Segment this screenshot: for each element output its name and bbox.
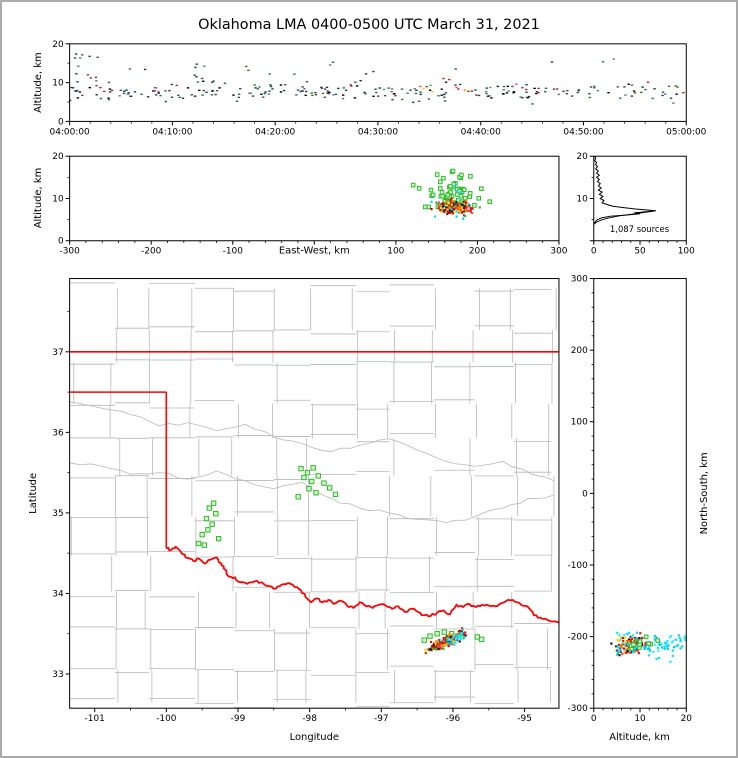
- time_height-tick-labels: 04:00:00 04:10:00 04:20:00 04:30:00 04:40:00…: [50, 40, 707, 138]
- svg-text:10: 10: [634, 714, 646, 724]
- ns_height-scatter-points: [610, 631, 687, 663]
- svg-text:36: 36: [52, 428, 64, 438]
- svg-text:0: 0: [58, 237, 64, 247]
- ns_height-data-layer: [610, 631, 687, 663]
- svg-text:20: 20: [681, 714, 693, 724]
- svg-text:04:40:00: 04:40:00: [461, 127, 501, 137]
- ns_height-tick-labels: 0 10 20 -300 -200 -100 0 100 200 300: [568, 275, 693, 725]
- ns_height-panel: 0 10 20 -300 -200 -100 0 100 200 300: [568, 275, 693, 725]
- svg-text:20: 20: [52, 40, 64, 50]
- svg-text:20: 20: [576, 152, 588, 162]
- svg-text:100: 100: [387, 247, 404, 257]
- svg-text:-97: -97: [374, 714, 389, 724]
- svg-text:200: 200: [469, 247, 486, 257]
- alt_histogram-data-layer: [593, 156, 656, 225]
- svg-text:300: 300: [571, 275, 588, 285]
- svg-text:-100: -100: [156, 714, 177, 724]
- svg-text:-96: -96: [446, 714, 461, 724]
- ns-panel-x-axis-label: Altitude, km: [609, 732, 670, 743]
- river-line: [69, 401, 554, 481]
- svg-text:-200: -200: [141, 247, 162, 257]
- svg-text:-101: -101: [85, 714, 105, 724]
- svg-text:10: 10: [52, 79, 64, 89]
- svg-text:-99: -99: [231, 714, 246, 724]
- svg-text:05:00:00: 05:00:00: [666, 127, 706, 137]
- svg-text:0: 0: [591, 247, 597, 257]
- svg-text:100: 100: [678, 247, 695, 257]
- ew_height-scatter-points: [410, 168, 492, 220]
- red-river-border-line: [166, 545, 559, 624]
- svg-text:04:50:00: 04:50:00: [563, 127, 603, 137]
- ns-panel-y-axis-label: North-South, km: [699, 452, 710, 534]
- svg-text:20: 20: [52, 152, 64, 162]
- time_height-panel: 04:00:00 04:10:00 04:20:00 04:30:00 04:40:00…: [50, 40, 707, 138]
- county-lines: [69, 282, 557, 709]
- svg-text:10: 10: [52, 194, 64, 204]
- river-line: [69, 462, 554, 524]
- svg-text:0: 0: [58, 117, 64, 127]
- ew_height-data-layer: [410, 168, 492, 220]
- svg-text:37: 37: [52, 348, 63, 358]
- svg-text:35: 35: [52, 509, 63, 519]
- alt_histogram-tick-labels: 0 50 100 10 20: [576, 152, 695, 256]
- map-y-axis-label: Latitude: [28, 473, 39, 514]
- alt_histogram-panel: 0 50 100 10 20: [576, 152, 695, 256]
- svg-text:200: 200: [571, 346, 588, 356]
- vhf-source-green-squares: [195, 465, 485, 643]
- svg-text:04:20:00: 04:20:00: [255, 127, 295, 137]
- map-x-axis-label: Longitude: [290, 732, 339, 743]
- ew_height-axes: [65, 155, 560, 245]
- svg-text:300: 300: [550, 247, 567, 257]
- svg-text:04:00:00: 04:00:00: [50, 127, 90, 137]
- ew_height-tick-labels: -300 -200 -100 100 200 300 0 10 20: [52, 152, 568, 256]
- time_height-scatter-points: [69, 53, 685, 105]
- plan_view-data-layer: [69, 282, 559, 709]
- svg-text:-200: -200: [568, 633, 589, 643]
- svg-text:-100: -100: [568, 561, 589, 571]
- ns_height-axes: [589, 278, 687, 713]
- plan_view-panel: -101 -100 -99 -98 -97 -96 -95 33 34 35 36 37: [52, 278, 560, 724]
- svg-text:33: 33: [52, 670, 63, 680]
- time-panel-y-axis-label: Altitude, km: [33, 52, 44, 113]
- svg-text:34: 34: [52, 589, 64, 599]
- time_height-axes: [65, 43, 687, 126]
- svg-text:0: 0: [591, 714, 597, 724]
- plan_view-scatter-points: [424, 627, 467, 655]
- svg-text:-98: -98: [302, 714, 317, 724]
- svg-text:04:10:00: 04:10:00: [152, 127, 192, 137]
- svg-text:-300: -300: [568, 704, 589, 714]
- plan_view-tick-labels: -101 -100 -99 -98 -97 -96 -95 33 34 35 36 37: [52, 348, 532, 724]
- sources-count-label: 1,087 sources: [610, 224, 669, 234]
- svg-text:50: 50: [634, 247, 646, 257]
- time_height-data-layer: [69, 53, 685, 105]
- svg-text:-300: -300: [59, 247, 80, 257]
- svg-text:10: 10: [576, 194, 588, 204]
- altitude-histogram-line: [593, 156, 656, 225]
- svg-text:-100: -100: [223, 247, 244, 257]
- figure-title: Oklahoma LMA 0400-0500 UTC March 31, 202…: [198, 17, 540, 33]
- svg-text:100: 100: [571, 418, 588, 428]
- ew-panel-y-axis-label: Altitude, km: [33, 168, 44, 229]
- ew_height-panel: -300 -200 -100 100 200 300 0 10 20: [52, 152, 568, 256]
- plan_view-axes: [65, 278, 560, 713]
- svg-text:04:30:00: 04:30:00: [358, 127, 398, 137]
- alt_histogram-axes: [589, 155, 687, 245]
- panels-root: 04:00:00 04:10:00 04:20:00 04:30:00 04:40:00…: [50, 40, 707, 724]
- svg-text:-95: -95: [517, 714, 532, 724]
- svg-text:0: 0: [582, 489, 588, 499]
- ew-panel-x-axis-label: East-West, km: [279, 246, 350, 257]
